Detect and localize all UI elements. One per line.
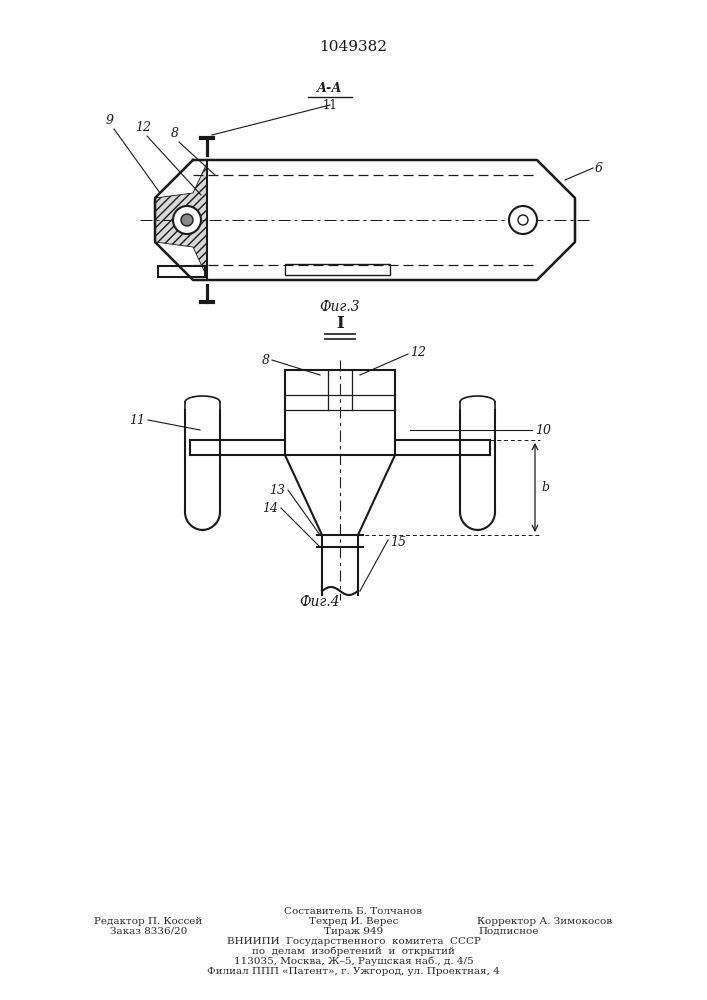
Text: I: I bbox=[336, 315, 344, 332]
Text: Редактор П. Коссей: Редактор П. Коссей bbox=[94, 916, 203, 926]
Text: Филиал ППП «Патент», г. Ужгород, ул. Проектная, 4: Филиал ППП «Патент», г. Ужгород, ул. Про… bbox=[207, 966, 500, 976]
Circle shape bbox=[181, 214, 193, 226]
Text: 11: 11 bbox=[129, 414, 145, 426]
Text: 10: 10 bbox=[535, 424, 551, 436]
Polygon shape bbox=[155, 163, 207, 277]
Text: 9: 9 bbox=[106, 114, 114, 127]
Text: А-А: А-А bbox=[317, 82, 343, 95]
Text: Корректор А. Зимокосов: Корректор А. Зимокосов bbox=[477, 916, 612, 926]
Text: Техред И. Верес: Техред И. Верес bbox=[309, 916, 398, 926]
Text: Подписное: Подписное bbox=[479, 926, 539, 936]
Text: 14: 14 bbox=[262, 502, 278, 514]
Text: 1049382: 1049382 bbox=[319, 40, 387, 54]
Text: Заказ 8336/20: Заказ 8336/20 bbox=[110, 926, 187, 936]
Text: 15: 15 bbox=[390, 536, 406, 548]
Polygon shape bbox=[155, 160, 575, 280]
Text: Фиг.4: Фиг.4 bbox=[300, 595, 340, 609]
Circle shape bbox=[509, 206, 537, 234]
Text: 8: 8 bbox=[171, 127, 179, 140]
Text: Фиг.3: Фиг.3 bbox=[320, 300, 361, 314]
Text: 8: 8 bbox=[262, 354, 270, 366]
Text: 13: 13 bbox=[269, 484, 285, 496]
Text: 113035, Москва, Ж–5, Раушская наб., д. 4/5: 113035, Москва, Ж–5, Раушская наб., д. 4… bbox=[234, 956, 473, 966]
Text: 11: 11 bbox=[322, 99, 337, 112]
Text: b: b bbox=[541, 481, 549, 494]
Text: 6: 6 bbox=[595, 161, 603, 174]
Text: Тираж 949: Тираж 949 bbox=[324, 926, 383, 936]
Text: ВНИИПИ  Государственного  комитета  СССР: ВНИИПИ Государственного комитета СССР bbox=[226, 936, 481, 946]
Text: Составитель Б. Толчанов: Составитель Б. Толчанов bbox=[284, 907, 423, 916]
Circle shape bbox=[173, 206, 201, 234]
Text: по  делам  изобретений  и  открытий: по делам изобретений и открытий bbox=[252, 946, 455, 956]
Text: 12: 12 bbox=[135, 121, 151, 134]
Text: 12: 12 bbox=[410, 346, 426, 359]
